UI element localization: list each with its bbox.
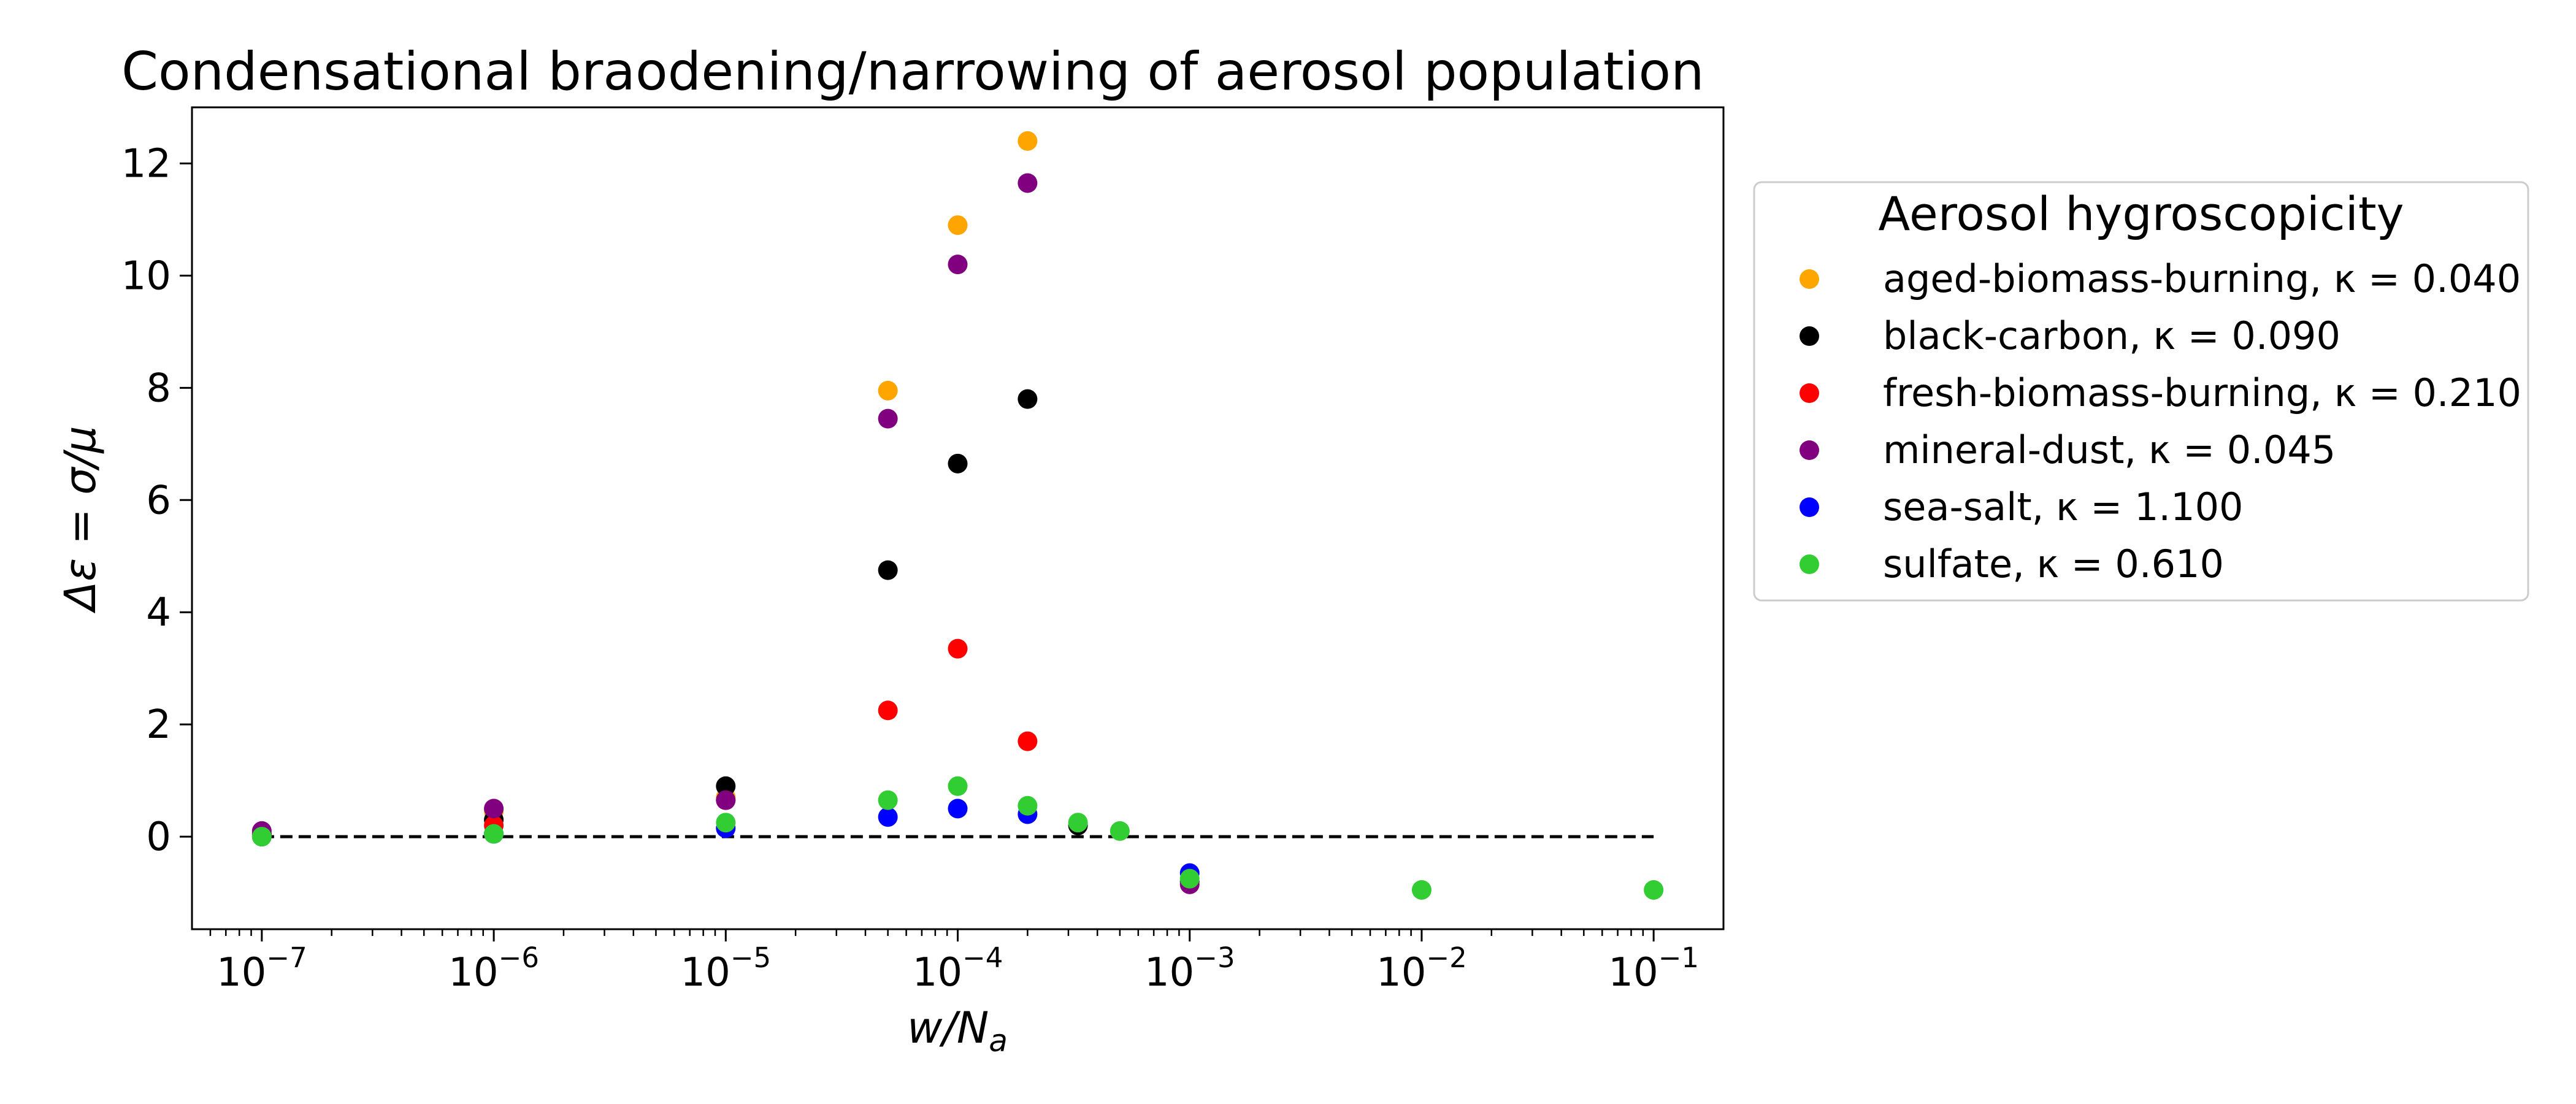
legend-marker (1800, 554, 1819, 574)
series-5 (251, 776, 1664, 900)
series-3 (251, 173, 1200, 894)
legend-marker (1800, 497, 1819, 517)
x-tick-label: 10−4 (913, 941, 1003, 995)
data-point (878, 408, 898, 429)
data-point (948, 215, 968, 236)
y-tick-label: 0 (146, 815, 171, 860)
legend-marker (1800, 440, 1819, 460)
y-tick-label: 6 (146, 478, 171, 523)
data-point (1018, 131, 1038, 151)
data-point (878, 807, 898, 827)
data-point (1411, 880, 1432, 900)
data-point (948, 255, 968, 275)
data-point (948, 453, 968, 473)
x-tick-label: 10−5 (680, 941, 771, 995)
legend-items: aged-biomass-burning, κ = 0.040 black-car… (1800, 256, 2521, 586)
legend-marker (1800, 326, 1819, 346)
data-point (878, 790, 898, 810)
series-0 (251, 131, 1038, 844)
data-point (484, 799, 504, 819)
y-tick-label: 12 (121, 141, 171, 186)
x-tick-label: 10−2 (1376, 941, 1467, 995)
data-point (1068, 813, 1088, 833)
x-tick-label: 10−6 (448, 941, 539, 995)
x-axis: 10−7 10−6 10−5 10−4 10−3 10−2 10−1 (209, 929, 1699, 995)
data-points (251, 131, 1664, 900)
data-point (878, 560, 898, 580)
y-axis: 0 2 4 6 8 10 12 (121, 141, 192, 860)
chart-title: Condensational braodening/narrowing of a… (121, 41, 1704, 102)
legend-title: Aerosol hygroscopicity (1878, 186, 2404, 241)
legend-label: sea-salt, κ = 1.100 (1883, 485, 2243, 529)
data-point (948, 776, 968, 796)
y-tick-label: 8 (146, 366, 171, 411)
x-tick-label: 10−7 (217, 941, 307, 995)
data-point (251, 827, 272, 847)
legend-frame (1753, 181, 2529, 602)
legend-label: fresh-biomass-burning, κ = 0.210 (1883, 370, 2521, 415)
legend-marker (1800, 269, 1819, 289)
y-tick-label: 10 (121, 253, 171, 299)
data-point (1018, 389, 1038, 409)
legend-label: aged-biomass-burning, κ = 0.040 (1883, 256, 2521, 301)
data-point (1018, 173, 1038, 193)
series-2 (251, 638, 1038, 845)
data-point (878, 380, 898, 401)
legend-label: black-carbon, κ = 0.090 (1883, 313, 2340, 358)
data-point (1179, 868, 1200, 889)
legend-label: sulfate, κ = 0.610 (1883, 542, 2224, 586)
data-point (716, 776, 736, 796)
data-point (1018, 795, 1038, 816)
data-point (1018, 731, 1038, 751)
x-tick-label: 10−1 (1608, 941, 1699, 995)
x-tick-label: 10−3 (1144, 941, 1235, 995)
data-point (948, 799, 968, 819)
legend-marker (1800, 383, 1819, 403)
data-point (716, 790, 736, 810)
data-point (1644, 880, 1664, 900)
data-point (1110, 821, 1130, 841)
data-point (484, 824, 504, 844)
data-point (716, 813, 736, 833)
y-tick-label: 4 (146, 590, 171, 635)
data-point (878, 700, 898, 721)
legend-label: mineral-dust, κ = 0.045 (1883, 427, 2336, 472)
data-point (948, 638, 968, 659)
y-axis-label: Δε = σ/μ (55, 426, 105, 613)
series-4 (251, 799, 1200, 883)
x-axis-label: w/Na (907, 1003, 1008, 1059)
legend: Aerosol hygroscopicity aged-biomass-burn… (1753, 181, 2529, 602)
y-tick-label: 2 (146, 702, 171, 748)
